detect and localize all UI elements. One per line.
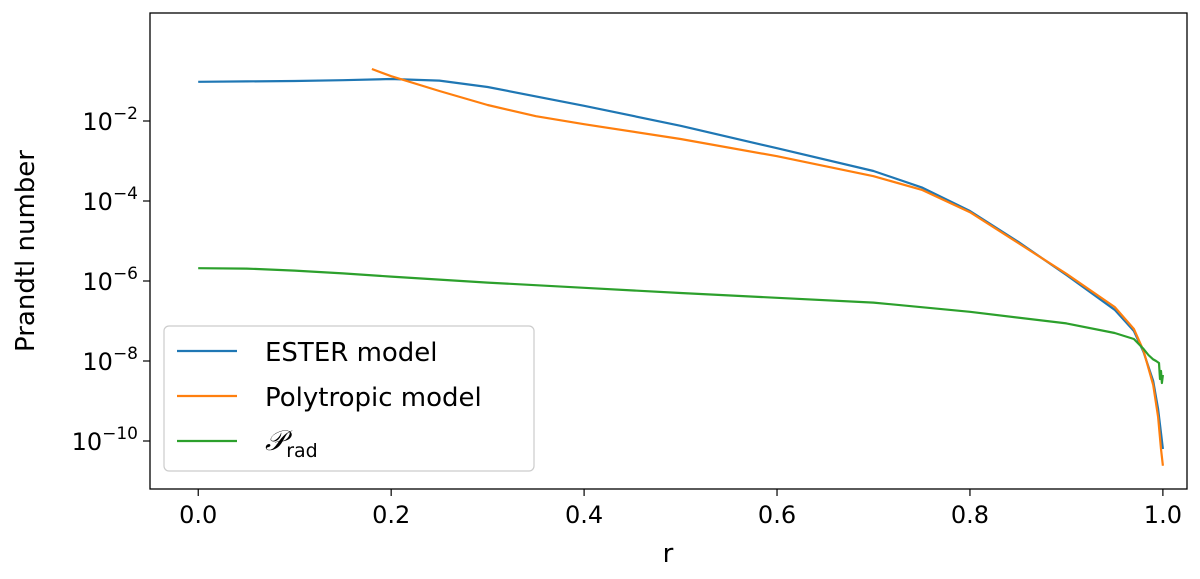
x-tick-label: 0.6 [758,501,796,529]
legend-label-prad: 𝒫rad [265,424,318,462]
x-tick-label: 0.4 [565,501,603,529]
series-p-rad [198,267,1164,385]
x-tick-label: 1.0 [1144,501,1182,529]
y-tick-label: 10−10 [72,424,138,456]
y-tick-label: 10−2 [82,104,138,136]
series-layer [198,67,1164,466]
x-axis-ticks: 0.0 0.2 0.4 0.6 0.8 1.0 [179,489,1182,529]
y-tick-label: 10−6 [82,264,138,296]
series-polytropic-model [371,67,1164,466]
y-tick-label: 10−8 [82,344,138,376]
x-tick-label: 0.8 [951,501,989,529]
x-tick-label: 0.0 [179,501,217,529]
plot-frame [149,12,1188,490]
y-axis-ticks: 10−2 10−4 10−6 10−8 10−10 [72,104,150,456]
legend-label-ester: ESTER model [265,338,438,368]
x-tick-label: 0.2 [372,501,410,529]
y-tick-label: 10−4 [82,184,138,216]
y-axis-label: Prandtl number [11,150,41,352]
x-axis-label: r [663,539,674,569]
legend: ESTER model Polytropic model 𝒫rad [163,325,535,472]
legend-box [163,325,535,472]
legend-label-prad-sub: rad [286,440,318,462]
legend-label-polytropic: Polytropic model [265,383,482,413]
